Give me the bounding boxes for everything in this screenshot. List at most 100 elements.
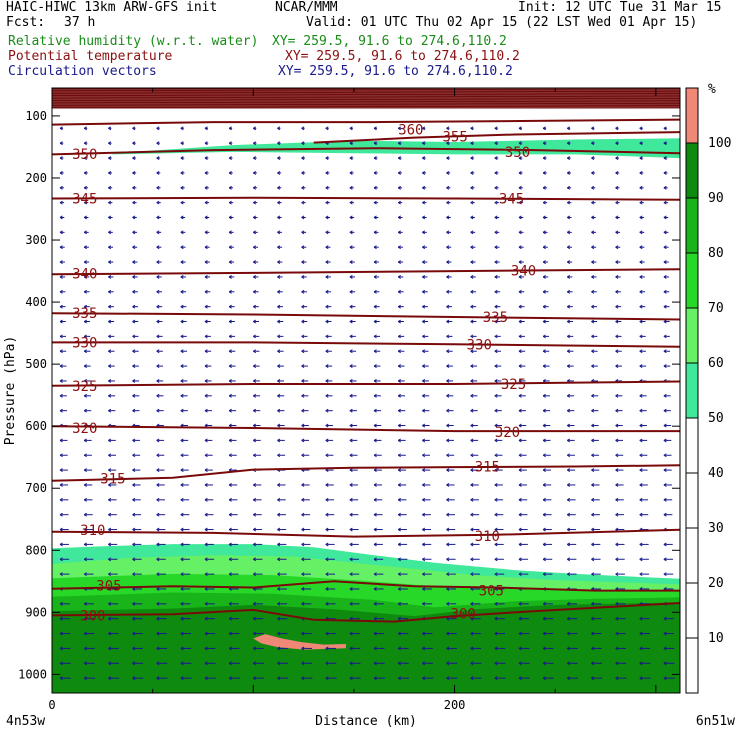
circulation-vector [518, 572, 529, 577]
vector-head [156, 276, 160, 279]
vector-head [591, 469, 595, 473]
circulation-vector [180, 661, 192, 666]
vector-head [108, 410, 112, 413]
vector-head [373, 157, 377, 160]
vector-head [639, 633, 643, 636]
vector-head [615, 187, 619, 190]
vector-head [325, 514, 329, 517]
circulation-vector [470, 676, 482, 681]
vector-head [132, 350, 136, 354]
y-tick-label: 300 [25, 233, 47, 247]
circulation-vector [373, 349, 381, 354]
vector-head [494, 127, 498, 131]
circulation-vector [446, 453, 455, 458]
circulation-vector [277, 542, 287, 547]
circulation-vector [156, 200, 161, 205]
colorbar-unit: % [708, 82, 716, 97]
vector-head [470, 588, 474, 591]
circulation-vector [204, 512, 214, 517]
circulation-vector [397, 646, 409, 651]
circulation-vector [349, 304, 356, 309]
circulation-vector [542, 646, 554, 651]
vector-head [180, 677, 184, 681]
circulation-vector [373, 170, 378, 175]
circulation-vector [470, 170, 475, 175]
vector-head [325, 246, 329, 250]
circulation-vector [567, 408, 575, 413]
circulation-vector [422, 572, 432, 577]
vector-head [639, 439, 643, 443]
vector-head [542, 246, 546, 250]
vector-head [567, 246, 571, 250]
upper-band-line [52, 102, 680, 105]
theta-contour-300 [52, 602, 680, 623]
circulation-vector [639, 393, 647, 398]
circulation-vector [663, 646, 675, 651]
circulation-vector [591, 646, 602, 651]
vector-head [253, 677, 257, 681]
circulation-vector [639, 334, 646, 339]
circulation-vector [446, 126, 450, 131]
vector-head [132, 647, 136, 651]
vector-head [108, 187, 112, 190]
circulation-vector [204, 185, 209, 190]
colorbar-band [686, 308, 698, 363]
vector-head [494, 291, 498, 294]
vector-head [422, 529, 426, 532]
circulation-vector [156, 497, 165, 502]
circulation-vector [228, 453, 237, 458]
vector-head [301, 588, 305, 591]
circulation-vector [59, 245, 65, 250]
vector-head [494, 439, 498, 443]
circulation-vector [59, 304, 66, 309]
vector-head [301, 142, 305, 146]
circulation-vector [180, 185, 185, 190]
circulation-vector [180, 601, 191, 606]
vector-head [397, 321, 401, 324]
rh-fill-layer [52, 88, 680, 693]
circulation-vector [494, 468, 503, 473]
circulation-vector [108, 646, 119, 651]
vector-head [108, 543, 112, 547]
circulation-vector [180, 468, 189, 473]
circulation-vector [567, 245, 572, 250]
circulation-vector [349, 557, 360, 562]
vector-head [470, 187, 474, 190]
circulation-vector [108, 661, 119, 666]
circulation-vector [494, 631, 505, 636]
circulation-vector [422, 423, 430, 428]
vector-head [373, 291, 377, 294]
vector-head [470, 469, 474, 473]
circulation-vector [446, 200, 451, 205]
vector-head [663, 321, 667, 324]
vector-head [83, 558, 87, 562]
vector-head [204, 350, 208, 354]
vector-head [397, 573, 401, 577]
vector-head [542, 261, 546, 264]
circulation-vector [518, 275, 525, 279]
circulation-vector [615, 200, 620, 205]
circulation-vector [663, 497, 673, 502]
vector-head [542, 439, 546, 443]
circulation-vector [591, 245, 597, 250]
vector-head [349, 499, 353, 502]
x-tick-label: 0 [48, 698, 55, 712]
circulation-vector [663, 616, 674, 621]
vector-head [83, 321, 87, 324]
vector-head [180, 335, 184, 339]
circulation-vector [108, 438, 116, 443]
vector-head [83, 291, 87, 294]
circulation-vector [59, 438, 68, 443]
vector-head [108, 127, 112, 131]
circulation-vector [470, 631, 481, 636]
vector-head [422, 321, 426, 324]
circulation-vector [494, 230, 500, 235]
vector-head [301, 380, 305, 383]
circulation-vector [494, 497, 504, 502]
circulation-vector [518, 304, 525, 309]
circulation-vector [301, 245, 307, 250]
circulation-vector [397, 408, 406, 413]
vector-head [422, 454, 426, 458]
circulation-vector [83, 468, 93, 473]
vector-head [228, 454, 232, 458]
